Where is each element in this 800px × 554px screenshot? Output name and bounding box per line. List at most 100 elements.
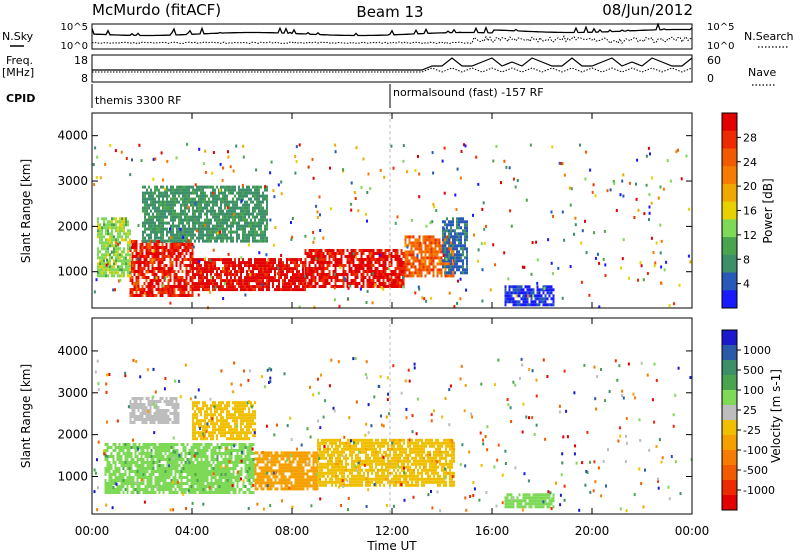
velocity-cell [148,479,151,482]
power-cell [186,218,188,222]
power-cell [282,273,284,277]
power-cell [288,288,290,292]
power-cell [238,285,240,289]
velocity-cell [162,443,165,446]
power-cell [200,188,202,192]
velocity-cell [298,466,301,470]
power-cell [127,250,129,254]
power-scatter-point [298,143,301,147]
power-cell [208,218,210,222]
power-cell [139,264,142,267]
power-cell [194,227,196,231]
power-cell [526,297,529,301]
velocity-cell [226,449,229,452]
velocity-cell [182,470,185,473]
power-scatter-point [388,267,391,271]
velocity-cell [194,470,197,473]
power-scatter-point [604,274,607,277]
velocity-cell [196,473,199,476]
power-cell [534,297,537,301]
velocity-cell [160,485,163,488]
velocity-cell [142,482,145,485]
velocity-cell [170,458,173,461]
power-cell [162,215,164,219]
power-cell [260,215,262,219]
power-cell [400,264,403,267]
power-cell [157,258,160,261]
power-cell [382,258,385,261]
power-cell [248,258,250,262]
power-cell [350,270,353,273]
power-cell [288,267,290,271]
velocity-cell [116,470,119,473]
power-cell [206,270,208,274]
power-cell [137,276,140,279]
velocity-cell [296,472,299,476]
power-cell [396,279,399,282]
power-cell [378,264,381,267]
power-cell [256,221,258,225]
power-cell [216,270,218,274]
power-cell [250,200,252,204]
velocity-cell [150,458,153,461]
velocity-cell [208,464,211,467]
velocity-cell [210,488,213,491]
power-scatter-point [459,297,462,301]
power-cell [145,252,148,255]
power-cell [296,267,298,271]
velocity-cell [212,449,215,452]
power-cell [202,279,204,283]
power-cell [216,194,218,198]
velocity-cell [134,488,137,491]
power-cell [458,265,460,269]
velocity-cell [282,478,285,482]
power-cell [272,258,274,262]
power-cell [272,282,274,286]
power-scatter-point [648,193,651,197]
power-cell [210,270,212,274]
power-cell [252,221,254,225]
power-cell [175,285,178,288]
power-scatter-point [422,260,425,263]
power-cell [264,264,266,268]
velocity-cell [208,470,211,473]
power-cell [388,249,391,252]
power-cell [296,261,298,265]
power-cell [326,261,329,264]
power-cell [192,282,194,286]
power-cell [216,215,218,219]
power-cell [264,212,266,216]
velocity-cell [184,470,187,473]
velocity-cell [266,481,269,485]
velocity-cell [134,455,137,458]
power-cell [322,255,325,258]
power-cell [358,261,361,264]
power-cell [183,285,186,288]
power-scatter-point [194,183,197,187]
velocity-cell [234,464,237,467]
power-cell [166,185,168,189]
power-cell [224,236,226,240]
noise-right-label: N.Search [744,30,794,43]
power-cell [99,223,101,227]
power-cell [404,262,407,266]
power-cell [288,282,290,286]
power-cell [218,273,220,277]
power-cell [214,200,216,204]
velocity-cell [158,446,161,449]
velocity-cell [112,470,115,473]
power-cell [148,215,150,219]
power-cell [101,256,103,260]
velocity-cell [184,452,187,455]
power-cell [374,261,377,264]
power-scatter-point [93,290,96,294]
power-cell [250,270,252,274]
power-scatter-point [678,283,681,287]
power-cell [172,221,174,225]
velocity-cell [202,488,205,491]
power-cell [240,282,242,286]
velocity-cell [294,475,297,479]
power-cell [206,212,208,216]
power-cell [226,224,228,228]
power-cell [152,206,154,210]
